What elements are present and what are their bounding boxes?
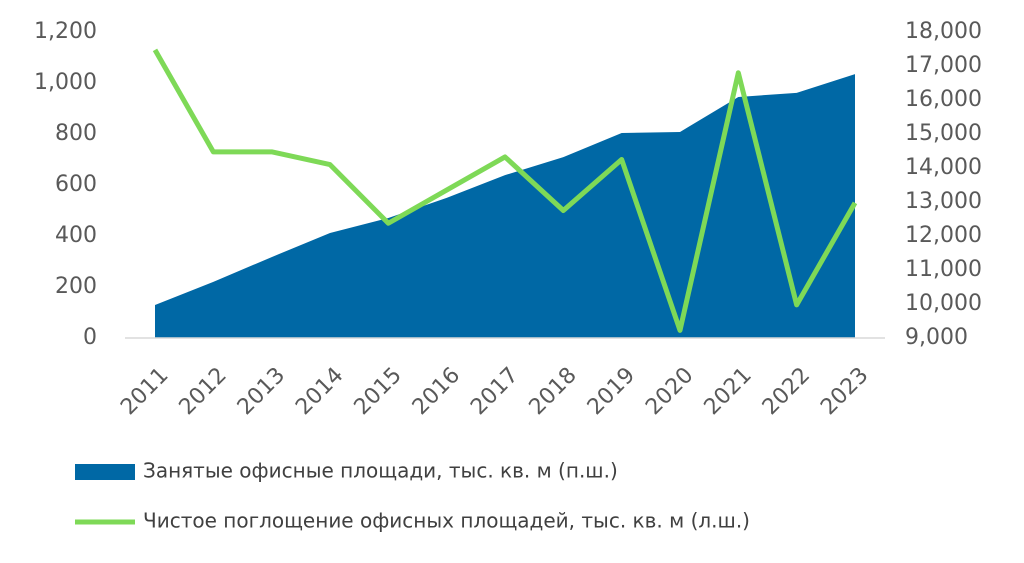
y2-tick-label: 18,000 xyxy=(905,19,982,44)
y2-tick-label: 13,000 xyxy=(905,189,982,214)
x-tick-label: 2016 xyxy=(408,363,465,420)
area xyxy=(155,74,855,338)
x-tick-label: 2014 xyxy=(291,363,348,420)
y2-tick-label: 11,000 xyxy=(905,257,982,282)
x-tick-label: 2013 xyxy=(233,363,290,420)
x-tick-label: 2019 xyxy=(583,363,640,420)
y-tick-label: 800 xyxy=(55,121,97,146)
y-tick-label: 1,000 xyxy=(34,70,97,95)
x-tick-label: 2022 xyxy=(758,363,815,420)
legend-label: Чистое поглощение офисных площадей, тыс.… xyxy=(143,509,750,533)
y2-tick-label: 14,000 xyxy=(905,155,982,180)
x-tick-label: 2021 xyxy=(700,363,757,420)
y2-tick-label: 12,000 xyxy=(905,223,982,248)
y2-tick-label: 17,000 xyxy=(905,53,982,78)
y-tick-label: 0 xyxy=(83,325,97,350)
y2-tick-label: 16,000 xyxy=(905,87,982,112)
y2-tick-label: 10,000 xyxy=(905,291,982,316)
x-tick-label: 2015 xyxy=(350,363,407,420)
y2-tick-label: 9,000 xyxy=(905,325,968,350)
x-tick-label: 2017 xyxy=(466,363,523,420)
x-tick-label: 2023 xyxy=(816,363,873,420)
y-tick-label: 1,200 xyxy=(34,19,97,44)
y-tick-label: 400 xyxy=(55,223,97,248)
x-tick-label: 2020 xyxy=(641,363,698,420)
y-tick-label: 200 xyxy=(55,274,97,299)
legend-label: Занятые офисные площади, тыс. кв. м (п.ш… xyxy=(143,459,618,483)
legend-swatch xyxy=(75,464,135,480)
x-tick-label: 2018 xyxy=(525,363,582,420)
y-tick-label: 600 xyxy=(55,172,97,197)
x-tick-label: 2012 xyxy=(175,363,232,420)
x-tick-label: 2011 xyxy=(116,363,173,420)
y2-tick-label: 15,000 xyxy=(905,121,982,146)
line xyxy=(152,48,858,333)
